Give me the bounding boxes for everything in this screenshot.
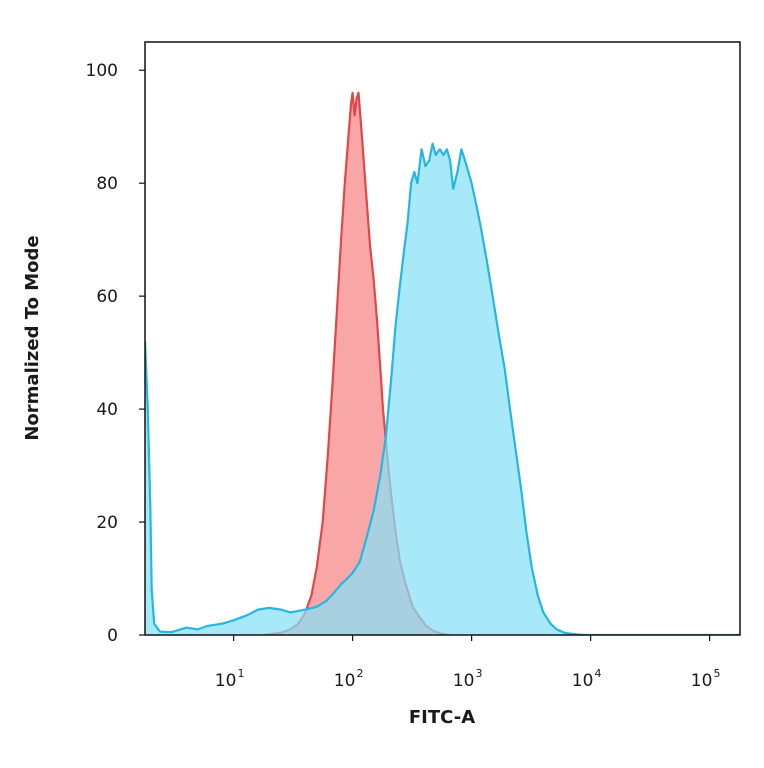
y-axis-title: Normalized To Mode — [22, 235, 43, 440]
histogram-1-area — [264, 92, 450, 635]
y-tick-label: 60 — [96, 287, 118, 307]
y-tick-label: 40 — [96, 400, 118, 420]
x-tick-label: 105 — [691, 667, 721, 691]
x-tick-label: 103 — [453, 667, 483, 691]
x-tick-label: 101 — [215, 667, 245, 691]
x-axis-title: FITC-A — [409, 707, 475, 728]
y-tick-label: 100 — [86, 61, 118, 81]
y-tick-label: 0 — [107, 626, 118, 646]
plot-frame — [144, 41, 741, 636]
y-tick-label: 20 — [96, 513, 118, 533]
y-tick-label: 80 — [96, 174, 118, 194]
histogram-2-area — [145, 143, 740, 635]
x-tick-label: 104 — [572, 667, 602, 691]
series-layer — [145, 91, 740, 635]
axis-layer: 0 20 40 60 80 100 101 102 103 104 105 — [86, 61, 721, 691]
x-tick-label: 102 — [334, 667, 364, 691]
histogram-2-outline — [145, 142, 740, 635]
